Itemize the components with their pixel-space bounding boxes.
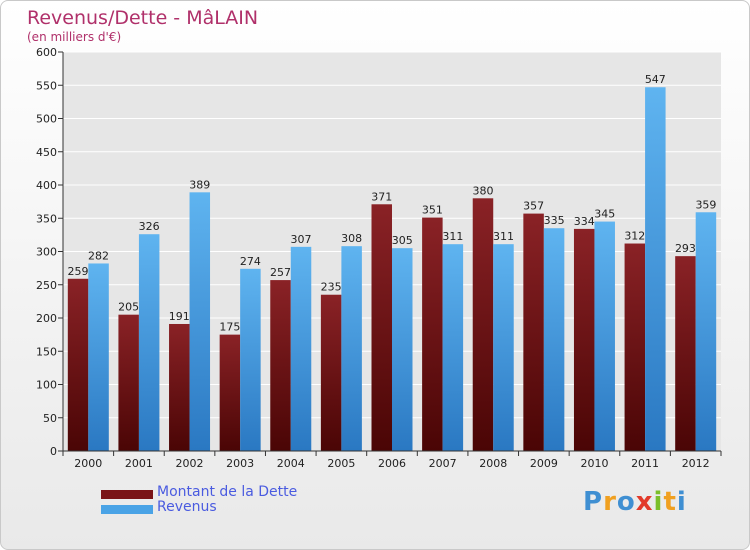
x-tick-label: 2011 — [631, 457, 659, 470]
x-tick-label: 2002 — [176, 457, 204, 470]
y-tick-label: 250 — [36, 279, 57, 292]
y-tick-label: 500 — [36, 113, 57, 126]
data-label-revenus: 326 — [139, 220, 160, 233]
legend-label-revenus: Revenus — [157, 499, 217, 515]
data-label-debt: 235 — [321, 281, 342, 294]
x-tick-label: 2005 — [327, 457, 355, 470]
data-label-revenus: 311 — [493, 230, 514, 243]
x-tick-label: 2006 — [378, 457, 406, 470]
bar-debt — [67, 278, 89, 451]
y-tick-label: 600 — [36, 46, 57, 59]
x-tick-label: 2008 — [479, 457, 507, 470]
bar-debt — [573, 228, 595, 451]
logo-letter: i — [676, 487, 687, 517]
logo-letter: i — [653, 487, 664, 517]
bar-debt — [675, 256, 696, 451]
data-label-revenus: 547 — [645, 73, 666, 86]
bar-revenus — [341, 246, 362, 451]
data-label-debt: 191 — [169, 310, 190, 323]
data-label-revenus: 308 — [341, 232, 362, 245]
legend-swatch-debt — [101, 490, 153, 499]
bar-revenus — [189, 192, 211, 451]
y-tick-label: 400 — [36, 179, 57, 192]
bar-debt — [219, 334, 241, 451]
data-label-revenus: 274 — [240, 255, 261, 268]
data-label-debt: 334 — [574, 215, 595, 228]
logo-letter: P — [583, 487, 604, 517]
bar-revenus — [138, 234, 160, 451]
bar-revenus — [594, 221, 615, 451]
y-tick-label: 150 — [36, 345, 57, 358]
data-label-debt: 380 — [472, 184, 493, 197]
legend-label-debt: Montant de la Dette — [157, 484, 298, 500]
data-label-debt: 205 — [118, 301, 139, 314]
chart-subtitle: (en milliers d'€) — [27, 30, 122, 44]
chart-title: Revenus/Dette - MâLAIN — [27, 7, 259, 29]
logo-letter: t — [663, 487, 677, 517]
bar-debt — [270, 280, 291, 451]
data-label-revenus: 282 — [88, 249, 109, 262]
x-tick-label: 2000 — [74, 457, 102, 470]
data-label-revenus: 311 — [442, 230, 463, 243]
y-tick-label: 350 — [36, 212, 57, 225]
y-tick-label: 450 — [36, 146, 57, 159]
data-label-revenus: 307 — [291, 233, 312, 246]
logo-letter: o — [616, 487, 636, 517]
data-label-revenus: 389 — [189, 178, 210, 191]
bar-debt — [371, 204, 392, 451]
data-label-debt: 357 — [523, 200, 544, 213]
bar-debt — [472, 198, 494, 451]
x-tick-label: 2004 — [277, 457, 305, 470]
y-tick-label: 200 — [36, 312, 57, 325]
bar-revenus — [695, 212, 717, 451]
bar-debt — [320, 294, 342, 451]
data-label-debt: 293 — [675, 242, 696, 255]
bar-debt — [169, 323, 190, 451]
y-tick-label: 50 — [43, 412, 57, 425]
bar-debt — [523, 213, 544, 451]
data-label-debt: 371 — [371, 190, 392, 203]
bar-revenus — [392, 248, 413, 451]
data-label-debt: 175 — [219, 321, 240, 334]
legend-swatch-revenus — [101, 505, 153, 514]
x-tick-label: 2007 — [429, 457, 457, 470]
data-label-debt: 257 — [270, 266, 291, 279]
x-tick-label: 2012 — [682, 457, 710, 470]
bar-revenus — [543, 228, 565, 451]
logo-letter: x — [635, 487, 654, 517]
y-tick-label: 300 — [36, 246, 57, 259]
bar-debt — [118, 314, 139, 451]
bar-revenus — [240, 268, 261, 451]
bar-chart: 259 282 205 326 191 389 175 274 257 307 235 308 371 3… — [36, 46, 722, 470]
data-label-debt: 351 — [422, 204, 443, 217]
bar-revenus — [645, 87, 666, 452]
y-tick-label: 0 — [50, 445, 57, 458]
bar-debt — [624, 243, 646, 451]
logo-letter: r — [603, 487, 617, 517]
data-label-revenus: 335 — [544, 214, 565, 227]
bar-revenus — [290, 246, 312, 451]
x-tick-label: 2009 — [530, 457, 558, 470]
bar-revenus — [442, 244, 464, 451]
x-tick-label: 2001 — [125, 457, 153, 470]
data-label-debt: 259 — [68, 265, 89, 278]
data-label-revenus: 345 — [594, 208, 615, 221]
y-tick-label: 100 — [36, 379, 57, 392]
bar-debt — [422, 217, 443, 451]
bar-revenus — [88, 263, 109, 451]
bar-revenus — [493, 244, 514, 451]
x-tick-label: 2010 — [580, 457, 608, 470]
y-tick-label: 550 — [36, 79, 57, 92]
x-tick-label: 2003 — [226, 457, 254, 470]
data-label-revenus: 359 — [695, 198, 716, 211]
proxiti-logo: Proxiti — [583, 487, 687, 517]
data-label-debt: 312 — [624, 230, 645, 243]
data-label-revenus: 305 — [392, 234, 413, 247]
